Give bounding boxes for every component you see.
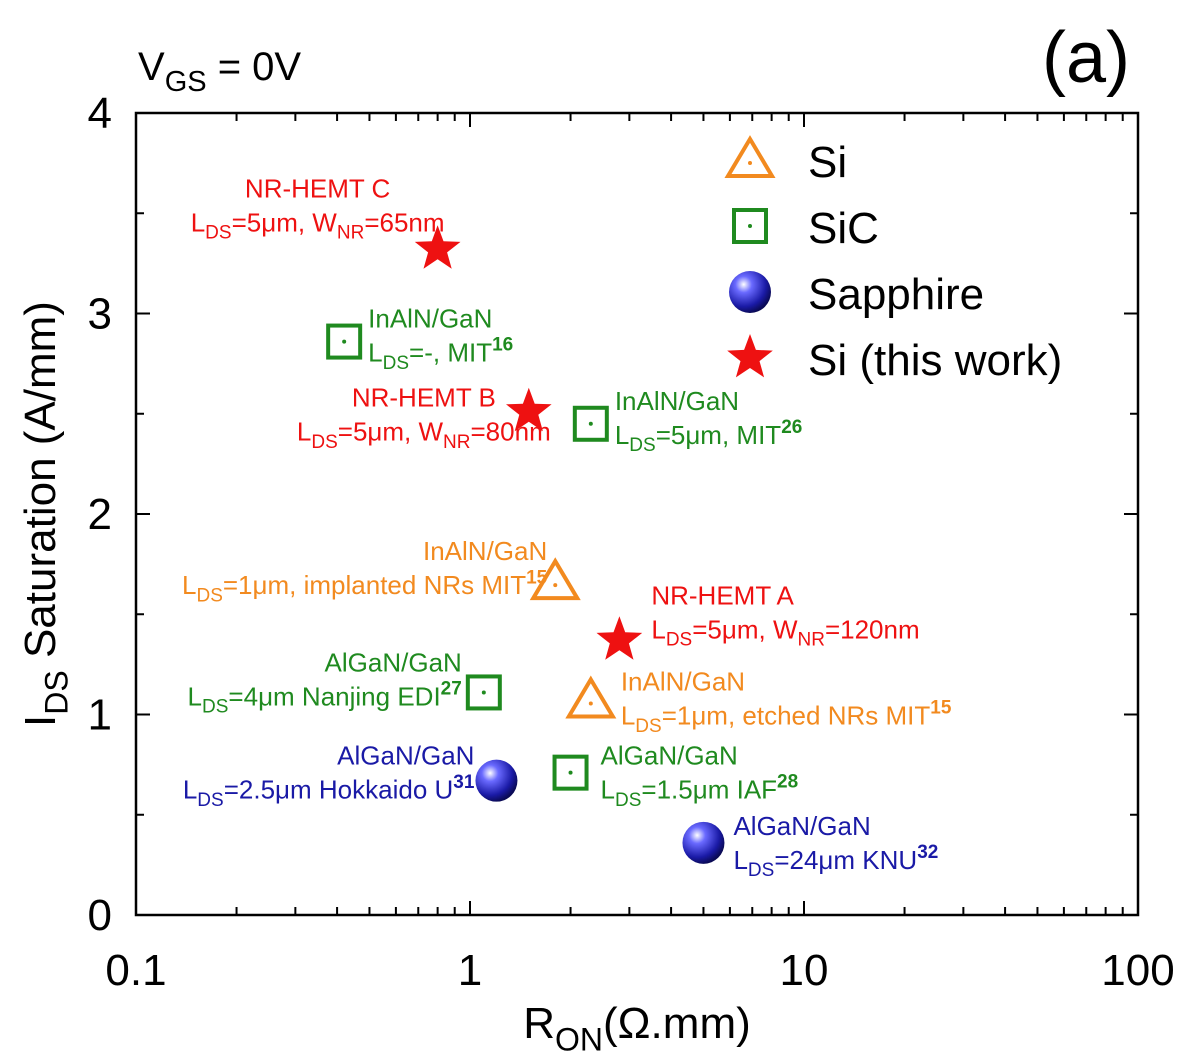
legend-label: Sapphire: [808, 270, 984, 319]
legend-label: SiC: [808, 204, 879, 253]
annotation-line: InAlN/GaN: [615, 386, 739, 416]
point-annotation: NR-HEMT C LDS=5μm, WNR=65nm: [191, 173, 445, 243]
x-tick-label: 1: [458, 946, 482, 995]
data-point-si-this-work: [506, 387, 552, 432]
annotation-line: NR-HEMT A: [651, 580, 794, 610]
condition-label: VGS = 0V: [138, 45, 301, 98]
point-annotation: NR-HEMT B LDS=5μm, WNR=80nm: [297, 383, 551, 453]
panel-label: (a): [1042, 18, 1130, 98]
annotation-line: LDS=24μm KNU32: [733, 842, 938, 881]
data-point-sapphire: [682, 821, 725, 864]
data-point-si: [529, 557, 581, 601]
annotation-line: LDS=5μm, WNR=120nm: [651, 614, 919, 650]
annotation-line: InAlN/GaN: [368, 304, 492, 334]
annotation-line: AlGaN/GaN: [337, 741, 474, 771]
legend: Si SiC Sapphire Si (this work): [724, 135, 1062, 385]
point-annotation: NR-HEMT A LDS=5μm, WNR=120nm: [651, 580, 919, 650]
y-axis-label: IDS Saturation (A/mm): [16, 301, 74, 727]
y-tick-label: 2: [88, 490, 112, 539]
axis-labels: 0.1 1 10 100 0 1 2 3 4 RON(Ω.mm) IDS Saturation (A…: [16, 18, 1175, 1055]
annotation-line: LDS=-, MIT16: [368, 335, 513, 374]
annotation-line: LDS=5μm, MIT26: [615, 417, 803, 456]
legend-marker: [727, 334, 773, 378]
annotation-line: LDS=5μm, WNR=65nm: [191, 207, 445, 243]
data-point-sic: [552, 754, 589, 791]
annotation-line: NR-HEMT C: [245, 173, 390, 203]
annotation-line: LDS=4μm Nanjing EDI27: [188, 679, 462, 718]
x-tick-label: 0.1: [105, 946, 166, 995]
annotation-line: LDS=2.5μm Hokkaido U31: [183, 772, 475, 811]
annotation-line: AlGaN/GaN: [733, 811, 870, 841]
x-tick-label: 10: [780, 946, 829, 995]
annotation-line: AlGaN/GaN: [325, 647, 462, 677]
data-point-sic: [326, 323, 363, 360]
annotation-line: LDS=1.5μm IAF28: [601, 772, 799, 811]
y-tick-label: 3: [88, 290, 112, 339]
annotation-line: NR-HEMT B: [352, 383, 496, 413]
annotation-line: LDS=1μm, implanted NRs MIT15: [182, 567, 548, 606]
legend-marker: [724, 135, 776, 178]
legend-label: Si (this work): [808, 336, 1062, 385]
data-points: [326, 225, 725, 864]
data-point-si-this-work: [596, 616, 643, 660]
x-tick-label: 100: [1101, 946, 1174, 995]
y-tick-label: 1: [88, 691, 112, 740]
annotation-line: LDS=1μm, etched NRs MIT15: [621, 698, 952, 737]
annotation-line: InAlN/GaN: [423, 536, 547, 566]
y-tick-label: 4: [88, 89, 112, 138]
x-axis-label: RON(Ω.mm): [523, 999, 751, 1055]
y-tick-label: 0: [88, 891, 112, 940]
data-point-si-this-work: [414, 225, 461, 269]
plot-frame: [134, 111, 1140, 917]
annotation-line: AlGaN/GaN: [601, 741, 738, 771]
legend-label: Si: [808, 138, 847, 187]
data-point-si: [565, 675, 617, 719]
legend-marker: [732, 208, 768, 244]
data-point-sic: [572, 405, 609, 442]
data-point-sapphire: [475, 759, 518, 802]
annotation-line: InAlN/GaN: [621, 666, 745, 696]
legend-marker: [729, 271, 771, 313]
annotation-line: LDS=5μm, WNR=80nm: [297, 417, 551, 453]
data-point-sic: [465, 674, 502, 711]
